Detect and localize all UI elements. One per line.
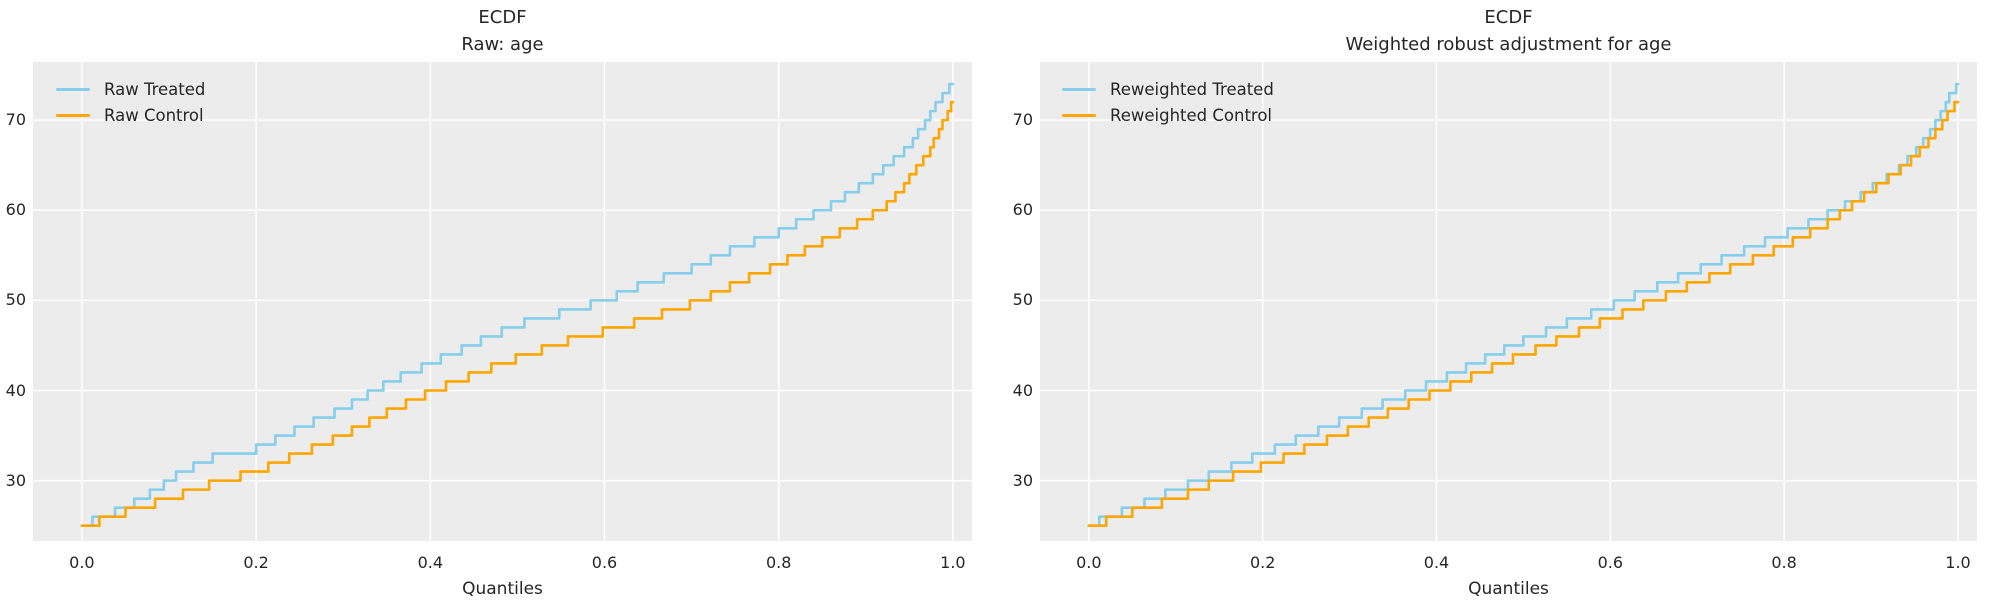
y-tick-label: 60 (5, 200, 26, 220)
y-tick-label: 50 (1012, 290, 1033, 310)
y-tick-label: 30 (5, 470, 26, 490)
legend-item-reweighted-control: Reweighted Control (1062, 102, 1274, 128)
x-tick-label: 1.0 (1945, 553, 1971, 572)
panel-title-raw: ECDF Raw: age (33, 4, 972, 58)
legend-label: Raw Treated (104, 79, 206, 99)
y-tick-label: 60 (1012, 200, 1033, 220)
legend-line-swatch-treated (56, 87, 90, 91)
legend-label: Reweighted Control (1110, 105, 1273, 125)
title-line: ECDF (478, 7, 527, 28)
x-tick-label: 0.8 (1771, 553, 1797, 572)
plot-area-background (33, 62, 972, 541)
legend-line-swatch-treated (1062, 87, 1096, 91)
legend-item-raw-control: Raw Control (56, 102, 205, 128)
y-tick-label: 40 (5, 380, 26, 400)
x-tick-label: 0.4 (417, 553, 444, 572)
y-tick-label: 30 (1012, 470, 1033, 490)
legend-label: Reweighted Treated (1110, 79, 1274, 99)
y-tick-label: 50 (5, 290, 26, 310)
x-tick-label: 0.4 (1423, 553, 1450, 572)
x-axis-label: Quantiles (462, 579, 543, 599)
legend-line-swatch-control (1062, 113, 1096, 117)
legend-item-raw-treated: Raw Treated (56, 76, 205, 102)
series-line-reweighted-control (1087, 100, 1960, 527)
x-axis-label: Quantiles (1468, 579, 1549, 599)
x-tick-label: 0.0 (69, 553, 95, 572)
plot-area-background (1040, 62, 1977, 541)
x-tick-label: 0.6 (1597, 553, 1624, 572)
y-tick-label: 70 (1012, 110, 1033, 130)
plot-canvas-raw (33, 62, 972, 541)
x-tick-label: 0.6 (591, 553, 618, 572)
legend-weighted: Reweighted Treated Reweighted Control (1062, 76, 1274, 128)
plot-canvas-weighted (1040, 62, 1977, 541)
subtitle-line: Raw: age (461, 34, 544, 55)
panel-raw: ECDF Raw: age Raw Treated Raw Control Qu… (0, 0, 1005, 611)
y-tick-label: 70 (5, 110, 26, 130)
legend-item-reweighted-treated: Reweighted Treated (1062, 76, 1274, 102)
x-tick-label: 0.0 (1076, 553, 1102, 572)
series-line-raw-control (80, 100, 955, 527)
title-line: ECDF (1484, 7, 1533, 28)
y-tick-label: 40 (1012, 380, 1033, 400)
subtitle-line: Weighted robust adjustment for age (1345, 34, 1672, 55)
panel-title-weighted: ECDF Weighted robust adjustment for age (1039, 4, 1978, 58)
legend-label: Raw Control (104, 105, 204, 125)
panel-weighted: ECDF Weighted robust adjustment for age … (1006, 0, 2011, 611)
x-tick-label: 0.2 (243, 553, 269, 572)
legend-line-swatch-control (56, 113, 90, 117)
x-tick-label: 0.2 (1249, 553, 1276, 572)
series-line-raw-treated (80, 82, 955, 527)
x-tick-label: 1.0 (940, 553, 966, 572)
legend-raw: Raw Treated Raw Control (56, 76, 205, 128)
x-tick-label: 0.8 (765, 553, 792, 572)
